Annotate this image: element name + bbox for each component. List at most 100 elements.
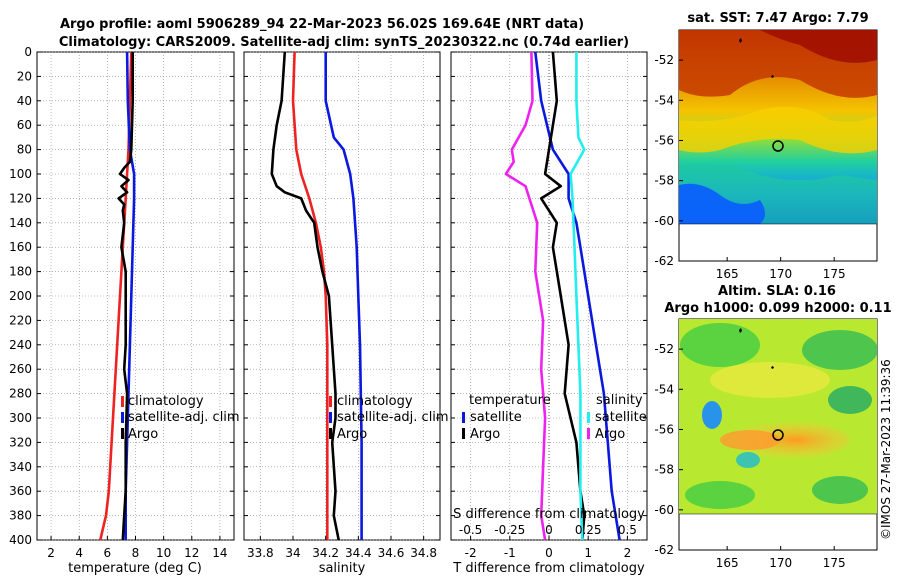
legend-swatch-s-argo [587,428,590,439]
map-y-tick-label: -60 [654,214,674,228]
diff-xlabel: T difference from climatology [452,561,645,576]
sst-map-field [679,30,877,224]
sst-argo-marker [772,140,784,152]
depth-tick-label: 0 [24,45,32,59]
series-line-argo [270,51,340,541]
x-tick-label: -1 [504,546,516,560]
sla-low-patch [802,330,877,370]
diff-top-tick-label: 0.5 [618,523,637,537]
depth-tick-labels: 0 20 40 60 80 100 120 140 160 180 200 220 240 260 280 3… [9,45,32,547]
legend-label: satellite [470,410,522,425]
diff-top-tick-label: 0 [545,523,553,537]
sal-plot-frame [243,51,441,541]
map-y-tick-label: -54 [654,382,674,396]
depth-tick-label: 400 [9,533,32,547]
sla-map-field [679,319,877,514]
diff-top-tick-label: -0.25 [494,523,525,537]
title-line-1: Argo profile: aoml 5906289_94 22-Mar-202… [60,17,584,32]
temp-xlabel: temperature (deg C) [68,561,202,576]
series-line-s-argo [504,51,547,541]
sla-low-patch [828,386,872,414]
legend-swatch-s-satellite [587,412,590,423]
legend-label: Argo [337,427,367,442]
x-tick-label: 34 [285,546,300,560]
x-tick-label: 1 [584,546,592,560]
legend-label: Argo [470,427,500,442]
temp-legend: climatology satellite-adj. clim Argo [121,394,240,442]
diff-lines [504,51,621,541]
map-x-tick-label: 165 [716,267,739,281]
legend-swatch-climatology [121,396,124,407]
diff-top-tick-label: 0.25 [575,523,602,537]
map-y-tick-label: -58 [654,174,674,188]
sla-title-1: Altim. SLA: 0.16 [718,284,836,299]
diff-ticks: -2 -1 0 1 2 [451,51,647,560]
map-y-tick-label: -56 [654,133,674,147]
x-tick-label: 2 [624,546,632,560]
sla-mid-patch [710,362,830,398]
sst-title: sat. SST: 7.47 Argo: 7.79 [687,11,868,26]
depth-tick-label: 160 [9,240,32,254]
legend-label: satellite-adj. clim [128,410,240,425]
depth-tick-label: 200 [9,289,32,303]
x-tick-label: 2 [47,546,55,560]
series-line-satellite-adj-clim [324,52,363,540]
series-line-t-argo [539,51,586,541]
legend-swatch-t-argo [462,428,465,439]
sla-title-2: Argo h1000: 0.099 h2000: 0.11 [664,301,891,316]
depth-tick-label: 80 [17,143,32,157]
x-tick-label: -2 [465,546,477,560]
x-tick-label: 12 [184,546,199,560]
sla-low-patch [680,323,760,367]
temp-lines [99,51,136,541]
map-x-tick-label: 175 [823,267,846,281]
legend-label: satellite-adj. clim [337,410,449,425]
depth-tick-label: 220 [9,313,32,327]
diff-top-xlabel: S difference from climatology [453,507,645,522]
depth-tick-label: 120 [9,191,32,205]
x-tick-label: 34.6 [378,546,405,560]
map-y-tick-label: -62 [654,543,674,557]
map-x-tick-label: 170 [769,267,792,281]
legend-label: Argo [128,427,158,442]
depth-tick-label: 340 [9,460,32,474]
map-x-tick-label: 165 [716,556,739,570]
map-y-tick-label: -60 [654,503,674,517]
legend-swatch-argo [121,428,124,439]
timestamp: ©IMOS 27-Mar-2023 11:39:36 [879,359,893,540]
legend-swatch-climatology [329,396,332,407]
x-tick-label: 4 [75,546,83,560]
sla-argo-marker [772,429,784,441]
depth-tick-label: 60 [17,118,32,132]
legend-label: Argo [595,427,625,442]
depth-tick-label: 20 [17,69,32,83]
sla-negative-eddy [736,452,760,468]
depth-tick-label: 300 [9,411,32,425]
x-tick-label: 34.8 [410,546,437,560]
temp-ticks: 2 4 6 8 10 12 14 [37,51,234,560]
legend-label: climatology [128,394,204,409]
legend-label: climatology [337,394,413,409]
sal-legend: climatology satellite-adj. clim Argo [329,394,449,442]
x-tick-label: 10 [156,546,171,560]
x-tick-label: 8 [132,546,140,560]
depth-tick-label: 380 [9,509,32,523]
x-tick-label: 0 [545,546,553,560]
sst-hot-region [760,30,877,63]
map-x-tick-label: 175 [823,556,846,570]
sla-low-patch [812,476,868,504]
depth-tick-label: 180 [9,265,32,279]
x-tick-label: 34.4 [345,546,372,560]
diff-top-tick-label: -0.5 [459,523,482,537]
legend-swatch-satellite [329,412,332,423]
sal-lines [270,51,363,541]
depth-tick-label: 140 [9,216,32,230]
series-line-argo [117,52,134,541]
depth-tick-label: 360 [9,484,32,498]
sla-low-patch [685,481,755,509]
legend-swatch-argo [329,428,332,439]
title-line-2: Climatology: CARS2009. Satellite-adj cli… [59,35,629,50]
diff-top-tick-labels: -0.5 -0.25 0 0.25 0.5 [459,523,637,537]
sla-high-patch [720,430,780,450]
